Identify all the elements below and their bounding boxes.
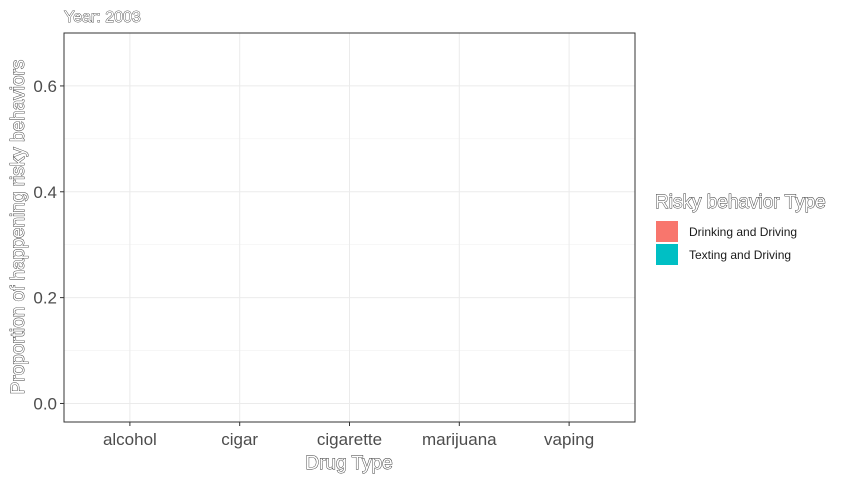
legend-items: Drinking and Driving Texting and Driving	[656, 221, 797, 265]
y-axis-label: Proportion of happening risky behaviors	[8, 60, 29, 395]
legend-label: Texting and Driving	[689, 248, 791, 262]
x-axis-ticks: alcohol cigar cigarette marijuana vaping	[103, 422, 594, 449]
y-tick-label: 0.6	[33, 77, 57, 96]
legend: Risky behavior Type Drinking and Driving…	[655, 192, 826, 265]
x-axis-label: Drug Type	[305, 453, 392, 474]
gridlines	[64, 33, 635, 422]
y-axis-ticks: 0.0 0.2 0.4 0.6	[33, 77, 64, 413]
y-tick-label: 0.2	[33, 289, 57, 308]
x-tick-label-alcohol: alcohol	[103, 430, 157, 449]
legend-title: Risky behavior Type	[655, 192, 826, 213]
y-tick-label: 0.0	[33, 394, 57, 413]
x-tick-label-cigarette: cigarette	[317, 430, 382, 449]
plot-panel	[63, 32, 636, 423]
chart-title: Year: 2003	[64, 9, 141, 26]
x-tick-label-vaping: vaping	[544, 430, 594, 449]
x-tick-label-marijuana: marijuana	[422, 430, 497, 449]
legend-swatch	[656, 244, 678, 265]
legend-label: Drinking and Driving	[689, 225, 797, 239]
x-tick-label-cigar: cigar	[221, 430, 258, 449]
legend-swatch	[656, 221, 678, 242]
y-tick-label: 0.4	[33, 183, 57, 202]
